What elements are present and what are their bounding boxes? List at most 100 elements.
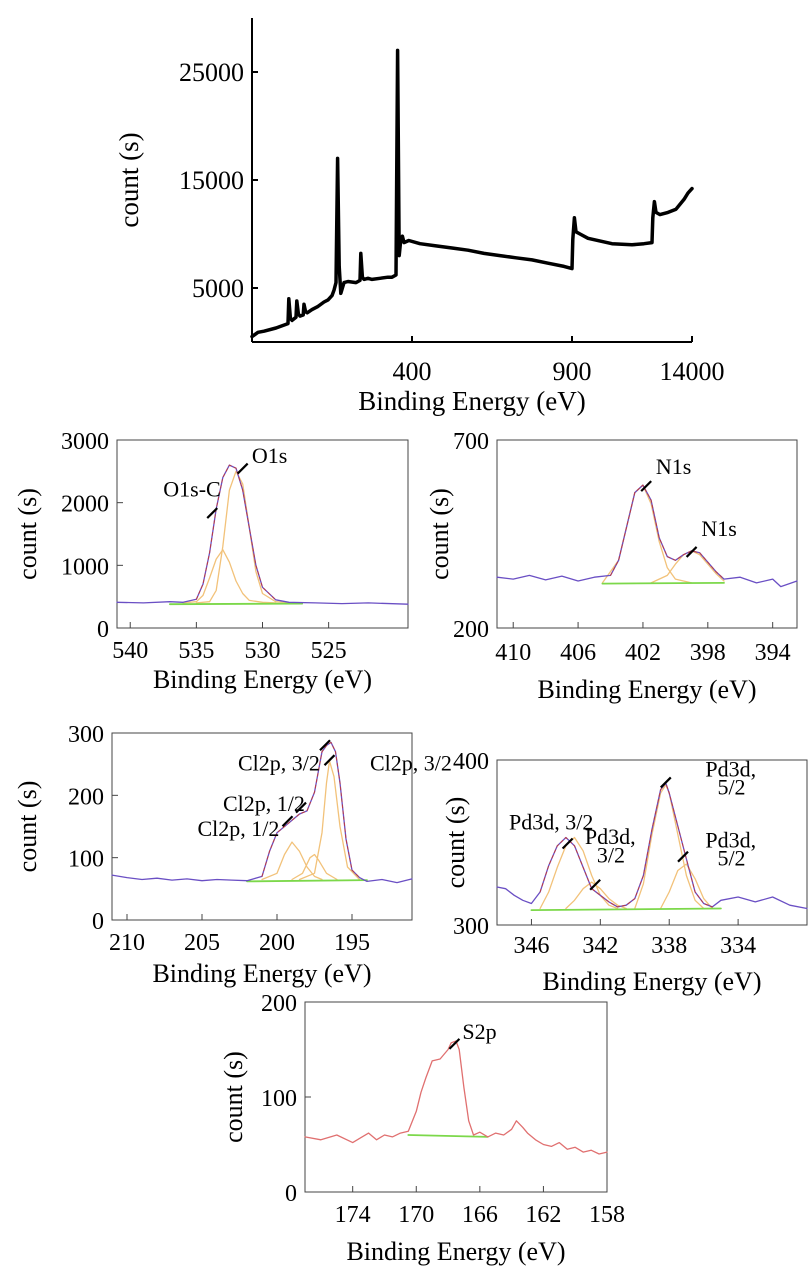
x-tick-label: 346 xyxy=(513,933,549,959)
series-line xyxy=(496,782,808,910)
y-axis-label: count (s) xyxy=(13,488,42,580)
peak-label: N1s xyxy=(656,454,691,479)
x-tick-label: 400 xyxy=(393,357,432,386)
plot-frame xyxy=(496,439,798,629)
y-tick-label: 700 xyxy=(453,429,489,455)
y-tick-label: 300 xyxy=(453,914,489,940)
peak-marker xyxy=(685,546,698,558)
y-axis-label: count (s) xyxy=(441,797,470,889)
series-line xyxy=(182,549,277,604)
series-line xyxy=(168,602,304,606)
series-line xyxy=(246,879,368,883)
series-line xyxy=(407,1134,489,1138)
peak-marker xyxy=(236,462,249,475)
x-tick-label: 162 xyxy=(525,1202,561,1228)
y-tick-label: 5000 xyxy=(192,274,244,303)
y-tick-label: 25000 xyxy=(179,58,244,87)
y-tick-label: 15000 xyxy=(179,166,244,195)
peak-label: Cl2p, 3/2 xyxy=(238,750,320,775)
series-line xyxy=(261,841,323,881)
y-tick-label: 100 xyxy=(68,847,104,873)
x-tick-label: 195 xyxy=(334,930,370,956)
x-tick-label: 525 xyxy=(311,638,347,664)
y-tick-label: 400 xyxy=(453,749,489,775)
x-tick-label: 394 xyxy=(755,640,791,666)
panel-pd3d: 300 400 346 342 338 334 Binding Energy (eV) cou… xyxy=(441,749,808,996)
peak-label: 3/2 xyxy=(597,842,625,867)
x-tick-label: 398 xyxy=(690,640,726,666)
peak-label: Cl2p, 1/2 xyxy=(223,791,305,816)
x-tick-label: 170 xyxy=(398,1202,434,1228)
y-tick-label: 0 xyxy=(97,617,109,643)
peak-label: 5/2 xyxy=(717,775,745,800)
peak-marker xyxy=(206,507,219,519)
x-tick-label: 530 xyxy=(245,638,281,664)
plot-frame xyxy=(304,1001,608,1193)
peak-label: Pd3d, xyxy=(585,824,636,849)
x-tick-label: 14000 xyxy=(660,357,725,386)
plot-frame xyxy=(116,439,409,629)
peak-label: S2p xyxy=(462,1019,496,1044)
x-tick-label: 174 xyxy=(335,1202,371,1228)
x-tick-label: 210 xyxy=(109,930,145,956)
y-tick-label: 200 xyxy=(453,617,489,643)
peak-marker xyxy=(295,801,307,814)
x-axis-label: Binding Energy (eV) xyxy=(537,675,756,704)
y-axis-label: count (s) xyxy=(114,132,144,227)
x-tick-label: 900 xyxy=(553,357,592,386)
series-line xyxy=(261,741,360,879)
peak-label: Cl2p, 1/2 xyxy=(198,816,280,841)
series-line xyxy=(496,484,798,588)
x-tick-label: 205 xyxy=(184,930,220,956)
plot-frame xyxy=(111,732,413,921)
series-line xyxy=(291,853,338,881)
series-line xyxy=(601,484,693,584)
x-axis-label: Binding Energy (eV) xyxy=(152,959,371,988)
series-line xyxy=(304,1040,608,1155)
series-line xyxy=(250,48,694,339)
panel-n1s: 200 700 410 406 402 398 394 Binding Energy (eV)… xyxy=(425,429,798,704)
series-line xyxy=(116,464,409,605)
peak-marker xyxy=(659,776,672,789)
y-axis-label: count (s) xyxy=(13,781,42,873)
y-tick-label: 200 xyxy=(261,991,297,1017)
x-tick-label: 402 xyxy=(625,640,661,666)
plot-frame xyxy=(496,759,808,926)
peak-label: Pd3d, xyxy=(705,757,756,782)
x-axis-label: Binding Energy (eV) xyxy=(346,1237,565,1266)
x-tick-label: 342 xyxy=(582,933,618,959)
peak-marker xyxy=(448,1038,461,1050)
x-tick-label: 535 xyxy=(178,638,214,664)
series-line xyxy=(634,784,705,910)
peak-marker xyxy=(319,739,331,751)
peak-label: O1s-C xyxy=(163,476,220,501)
y-tick-label: 100 xyxy=(261,1086,297,1112)
x-tick-label: 166 xyxy=(462,1202,498,1228)
peak-label: 5/2 xyxy=(717,846,745,871)
x-axis-label: Binding Energy (eV) xyxy=(542,967,761,996)
x-tick-label: 158 xyxy=(589,1202,625,1228)
peak-label: Pd3d, xyxy=(705,827,756,852)
x-tick-label: 334 xyxy=(720,933,756,959)
y-tick-label: 200 xyxy=(68,784,104,810)
y-tick-label: 0 xyxy=(92,909,104,935)
series-line xyxy=(601,582,725,585)
y-axis-label: count (s) xyxy=(219,1051,248,1143)
panel-s2p: 0 100 200 174 170 166 162 158 Binding Energy (eV… xyxy=(219,991,625,1266)
x-axis-label: Binding Energy (eV) xyxy=(358,386,585,416)
x-tick-label: 410 xyxy=(495,640,531,666)
peak-marker xyxy=(561,837,574,850)
series-line xyxy=(610,484,725,580)
peak-marker xyxy=(640,480,652,492)
x-tick-label: 540 xyxy=(112,638,148,664)
y-tick-label: 3000 xyxy=(61,429,109,455)
x-tick-label: 406 xyxy=(560,640,596,666)
panel-survey: 5000 15000 25000 400 900 14000 Binding Energy … xyxy=(114,18,725,416)
y-tick-label: 0 xyxy=(285,1181,297,1207)
peak-marker xyxy=(589,878,601,891)
series-line xyxy=(530,907,722,911)
series-line xyxy=(659,863,713,910)
series-line xyxy=(539,836,619,910)
